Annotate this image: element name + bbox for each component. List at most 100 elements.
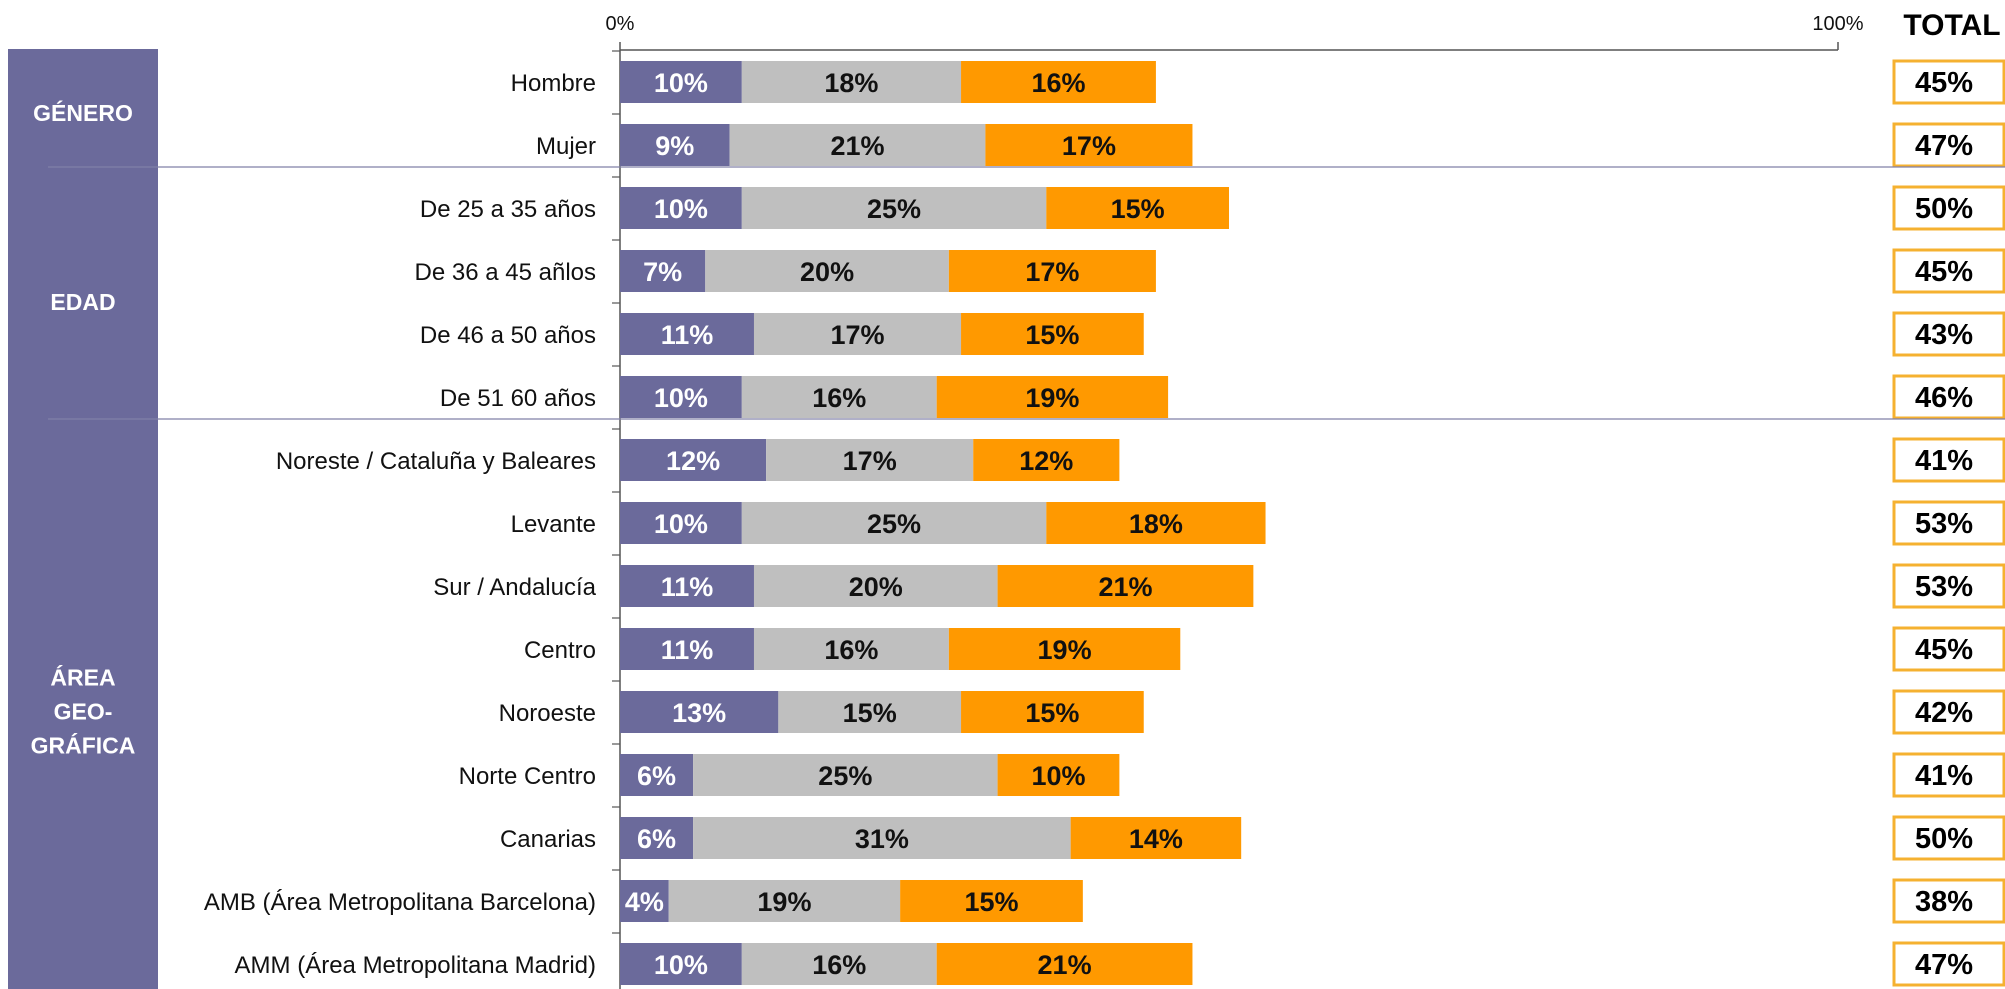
total-value: 47% bbox=[1915, 949, 1973, 981]
bar-segment bbox=[985, 124, 1193, 166]
total-box bbox=[1892, 626, 2005, 672]
bar-segment bbox=[961, 691, 1144, 733]
bar-segment bbox=[753, 628, 949, 670]
bar-value-label: 11% bbox=[661, 572, 714, 602]
row-label: Mujer bbox=[536, 133, 596, 160]
total-box bbox=[1892, 941, 2005, 987]
bar-value-label: 15% bbox=[1111, 194, 1165, 224]
total-value: 45% bbox=[1915, 67, 1973, 99]
total-value: 50% bbox=[1915, 823, 1973, 855]
total-header: TOTAL bbox=[1903, 9, 2000, 42]
bar-value-label: 15% bbox=[1025, 698, 1079, 728]
row-label: AMB (Área Metropolitana Barcelona) bbox=[204, 889, 596, 916]
total-value: 53% bbox=[1915, 508, 1973, 540]
row-label: Noroeste bbox=[499, 700, 596, 727]
bar-segment bbox=[620, 943, 742, 985]
bar-segment bbox=[973, 439, 1120, 481]
bar-value-label: 16% bbox=[1031, 68, 1085, 98]
axis-tick-label-100: 100% bbox=[1812, 13, 1863, 35]
bar-segment bbox=[693, 817, 1071, 859]
bar-segment bbox=[620, 754, 694, 796]
bar-segment bbox=[620, 313, 754, 355]
bar-value-label: 17% bbox=[843, 446, 897, 476]
bar-segment bbox=[997, 754, 1120, 796]
bar-value-label: 21% bbox=[1098, 572, 1152, 602]
total-box bbox=[1892, 311, 2005, 357]
row-label: Canarias bbox=[500, 826, 596, 853]
bar-value-label: 16% bbox=[824, 635, 878, 665]
bar-value-label: 4% bbox=[625, 887, 664, 917]
bar-value-label: 10% bbox=[654, 509, 708, 539]
row-label: Hombre bbox=[511, 70, 596, 97]
bar-value-label: 10% bbox=[654, 950, 708, 980]
bar-value-label: 11% bbox=[661, 320, 714, 350]
bar-value-label: 13% bbox=[672, 698, 726, 728]
row-label: Sur / Andalucía bbox=[433, 574, 596, 601]
bar-value-label: 11% bbox=[661, 635, 714, 665]
bar-value-label: 17% bbox=[830, 320, 884, 350]
bar-segment bbox=[729, 124, 986, 166]
total-value: 47% bbox=[1915, 130, 1973, 162]
bar-value-label: 10% bbox=[654, 194, 708, 224]
bar-value-label: 6% bbox=[637, 761, 676, 791]
bar-value-label: 16% bbox=[812, 950, 866, 980]
bar-segment bbox=[1046, 187, 1229, 229]
bar-value-label: 19% bbox=[757, 887, 811, 917]
bar-value-label: 15% bbox=[964, 887, 1018, 917]
group-label: GEO- bbox=[54, 699, 113, 725]
total-value: 41% bbox=[1915, 760, 1973, 792]
total-box bbox=[1892, 374, 2005, 420]
bar-segment bbox=[620, 439, 767, 481]
bar-value-label: 20% bbox=[800, 257, 854, 287]
group-band bbox=[8, 427, 158, 989]
bar-segment bbox=[705, 250, 949, 292]
total-box bbox=[1892, 185, 2005, 231]
bar-value-label: 15% bbox=[843, 698, 897, 728]
row-label: AMM (Área Metropolitana Madrid) bbox=[235, 952, 596, 979]
bar-segment bbox=[620, 376, 742, 418]
bar-value-label: 25% bbox=[818, 761, 872, 791]
row-label: Levante bbox=[511, 511, 596, 538]
row-label: De 46 a 50 años bbox=[420, 322, 596, 349]
row-label: De 36 a 45 añlos bbox=[415, 259, 596, 286]
bar-segment bbox=[936, 943, 1193, 985]
bar-segment bbox=[766, 439, 974, 481]
bar-value-label: 21% bbox=[1038, 950, 1092, 980]
bar-segment bbox=[668, 880, 901, 922]
bar-segment bbox=[741, 187, 1047, 229]
total-box bbox=[1892, 878, 2005, 924]
row-label: De 51 60 años bbox=[440, 385, 596, 412]
bar-segment bbox=[620, 502, 742, 544]
total-box bbox=[1892, 563, 2005, 609]
bar-segment bbox=[936, 376, 1169, 418]
bar-segment bbox=[961, 61, 1156, 103]
total-value: 38% bbox=[1915, 886, 1973, 918]
bar-value-label: 21% bbox=[830, 131, 884, 161]
total-value: 53% bbox=[1915, 571, 1973, 603]
total-value: 42% bbox=[1915, 697, 1973, 729]
bar-segment bbox=[620, 250, 706, 292]
bar-segment bbox=[741, 61, 962, 103]
bar-segment bbox=[620, 61, 742, 103]
bar-value-label: 18% bbox=[824, 68, 878, 98]
bar-value-label: 17% bbox=[1025, 257, 1079, 287]
bar-value-label: 10% bbox=[654, 383, 708, 413]
bar-value-label: 25% bbox=[867, 194, 921, 224]
total-value: 45% bbox=[1915, 634, 1973, 666]
bar-segment bbox=[948, 250, 1156, 292]
bar-value-label: 16% bbox=[812, 383, 866, 413]
row-label: Norte Centro bbox=[459, 763, 596, 790]
bar-value-label: 19% bbox=[1025, 383, 1079, 413]
bar-value-label: 18% bbox=[1129, 509, 1183, 539]
total-value: 43% bbox=[1915, 319, 1973, 351]
bar-segment bbox=[778, 691, 962, 733]
bar-segment bbox=[741, 376, 937, 418]
bar-value-label: 6% bbox=[637, 824, 676, 854]
total-box bbox=[1892, 815, 2005, 861]
total-box bbox=[1892, 500, 2005, 546]
bar-segment bbox=[620, 691, 779, 733]
bar-segment bbox=[997, 565, 1254, 607]
bar-segment bbox=[741, 943, 937, 985]
bar-value-label: 19% bbox=[1038, 635, 1092, 665]
